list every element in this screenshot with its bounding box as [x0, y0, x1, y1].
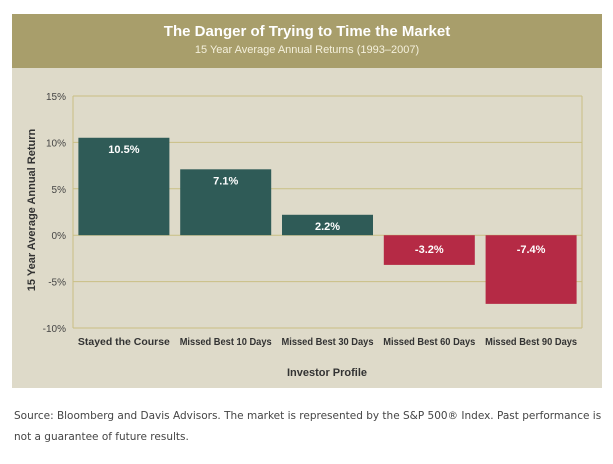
bar-stayed-the-course [78, 137, 170, 236]
chart-subtitle: 15 Year Average Annual Returns (1993–200… [194, 44, 420, 56]
chart-title: The Danger of Trying to Time the Market [163, 23, 451, 40]
y-axis-label: 15 Year Average Annual Return [26, 129, 38, 292]
chart-header: The Danger of Trying to Time the Market … [12, 14, 602, 68]
y-tick-label: 5% [52, 185, 67, 196]
bar-missed-best-30-days [282, 214, 373, 236]
y-tick-label: 0% [52, 231, 67, 242]
category-label-missed-best-60-days: Missed Best 60 Days [383, 336, 475, 348]
category-label-stayed-the-course: Stayed the Course [78, 336, 170, 348]
bar-missed-best-90-days [485, 235, 577, 304]
bars: 10.5% 7.1% 2.2% -3.2% -7.4% [78, 137, 577, 304]
y-tick-label: 15% [46, 92, 66, 103]
category-label-missed-best-90-days: Missed Best 90 Days [485, 336, 577, 348]
x-axis-categories: Stayed the Course Missed Best 10 Days Miss… [78, 336, 577, 348]
source-footnote: Source: Bloomberg and Davis Advisors. Th… [14, 410, 602, 443]
y-tick-label: -10% [43, 324, 66, 335]
value-label-missed-best-30-days: 2.2% [315, 221, 340, 233]
x-axis-label: Investor Profile [287, 367, 367, 379]
value-label-missed-best-10-days: 7.1% [213, 175, 238, 187]
value-label-missed-best-60-days: -3.2% [415, 244, 444, 256]
category-label-missed-best-10-days: Missed Best 10 Days [180, 336, 272, 348]
bar-missed-best-60-days [383, 235, 475, 265]
category-label-missed-best-30-days: Missed Best 30 Days [282, 336, 374, 348]
y-axis-ticks: 15% 10% 5% 0% -5% -10% [43, 92, 66, 335]
value-label-stayed-the-course: 10.5% [108, 144, 139, 156]
bar-missed-best-10-days [180, 169, 272, 236]
value-label-missed-best-90-days: -7.4% [517, 244, 546, 256]
y-tick-label: -5% [48, 278, 66, 289]
y-tick-label: 10% [46, 138, 66, 149]
